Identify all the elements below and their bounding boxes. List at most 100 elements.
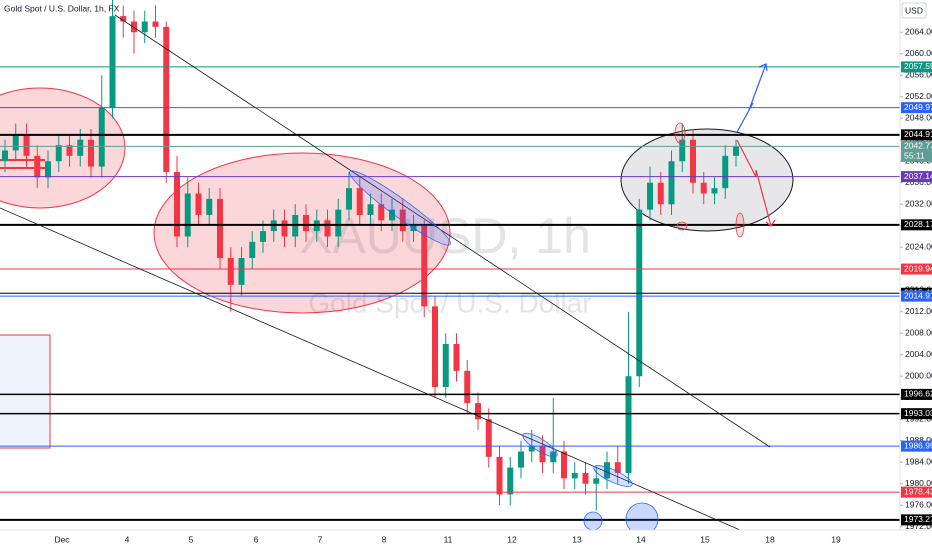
candle-body <box>2 150 8 162</box>
x-tick-label: 6 <box>254 534 259 544</box>
y-tick-label: 1972.00 <box>905 521 932 531</box>
x-tick-label: 12 <box>507 534 517 544</box>
price-tag-label: 2014.91 <box>904 290 932 300</box>
candle-body <box>55 145 62 162</box>
arrow-up <box>736 63 768 133</box>
candle-body <box>109 16 116 108</box>
candle-body <box>528 446 535 452</box>
plot <box>0 0 900 521</box>
candle-body <box>378 204 385 221</box>
candle-body <box>174 171 180 237</box>
price-tag <box>901 388 932 400</box>
candle-body <box>227 257 234 285</box>
y-tick-label: 2060.00 <box>905 48 932 58</box>
price-tag <box>901 263 932 275</box>
price-axis <box>900 0 932 550</box>
arrow-down <box>736 139 776 227</box>
x-tick-label: Dec <box>54 534 70 544</box>
candle-body <box>614 462 621 473</box>
candle-body <box>464 370 471 404</box>
price-tag-label: 1973.27 <box>904 514 932 524</box>
candle-body <box>88 139 94 167</box>
candle-body <box>335 209 342 237</box>
candle-body <box>141 21 148 33</box>
price-tag <box>901 408 932 420</box>
price-tag-label: 1978.43 <box>904 486 932 496</box>
candle-body <box>593 478 600 484</box>
price-tag-label: 2049.97 <box>904 102 932 112</box>
price-tag-label: 2019.94 <box>904 263 932 273</box>
drawings-top <box>0 14 776 530</box>
x-tick-label: 5 <box>189 534 194 544</box>
price-tag <box>901 102 932 114</box>
y-tick-label: 2012.00 <box>905 306 932 316</box>
candle-body <box>711 188 718 194</box>
price-tag-label: 2057.55 <box>904 61 932 71</box>
circle <box>583 511 603 530</box>
trend-line <box>0 207 741 530</box>
ellipse <box>676 221 688 231</box>
candle-body <box>496 456 503 495</box>
candle-body <box>120 16 127 22</box>
currency[interactable]: USD <box>905 5 923 15</box>
candle-body <box>367 204 374 215</box>
x-tick-label: 15 <box>700 534 710 544</box>
price-tag <box>901 290 932 302</box>
y-tick-label: 2056.00 <box>905 69 932 79</box>
candle-body <box>131 21 137 33</box>
candle-body <box>324 220 331 237</box>
candle-body <box>625 376 632 473</box>
candle-body <box>561 451 567 479</box>
circle <box>625 502 659 530</box>
y-tick-label: 1980.00 <box>905 478 932 488</box>
candle-body <box>571 472 578 479</box>
candle-body <box>582 472 589 484</box>
candle-body <box>399 209 406 232</box>
candle-body <box>206 198 213 215</box>
x-tick-label: 4 <box>125 534 130 544</box>
ellipse <box>620 128 794 232</box>
price-tag <box>901 486 932 498</box>
watermark-name: Gold Spot / U.S. Dollar <box>308 287 591 318</box>
rectangle <box>0 334 51 449</box>
price-tag <box>901 61 932 73</box>
price-tag <box>901 440 932 452</box>
candle-body <box>66 145 73 156</box>
candle-body <box>657 182 664 205</box>
x-tick-label: 7 <box>318 534 323 544</box>
candle-body <box>12 134 19 151</box>
candle-body <box>507 467 514 495</box>
price-tag-label: 1986.99 <box>904 440 932 450</box>
x-tick-label: 14 <box>636 534 646 544</box>
price-tag <box>901 129 932 141</box>
price-tag-label: 2044.91 <box>904 129 932 139</box>
x-tick-label: 13 <box>572 534 582 544</box>
y-tick-label: 1988.00 <box>905 435 932 445</box>
candle-body <box>260 231 266 242</box>
price-tag <box>901 171 932 183</box>
candle-body <box>539 446 546 463</box>
candle-body <box>485 419 492 457</box>
y-tick-label: 2008.00 <box>905 327 932 337</box>
candle-body <box>152 21 159 27</box>
candle-body <box>45 161 51 178</box>
candle-body <box>690 139 696 183</box>
currency-button[interactable] <box>901 2 927 19</box>
x-tick-label: 8 <box>382 534 387 544</box>
candle-body <box>733 146 739 156</box>
ellipse <box>522 432 558 458</box>
price-tag <box>901 219 932 231</box>
candle-body <box>163 26 170 172</box>
candle-body <box>23 134 30 156</box>
candle-body <box>442 343 449 387</box>
price-tag-label: 1993.03 <box>904 408 932 418</box>
y-tick-label: 2004.00 <box>905 349 932 359</box>
candle-body <box>195 193 202 215</box>
candle-body <box>34 155 41 178</box>
candle-body <box>475 403 481 420</box>
price-tag-label: 1996.62 <box>904 389 932 399</box>
y-tick-label: 2032.00 <box>905 198 932 208</box>
candle-body <box>281 220 288 237</box>
